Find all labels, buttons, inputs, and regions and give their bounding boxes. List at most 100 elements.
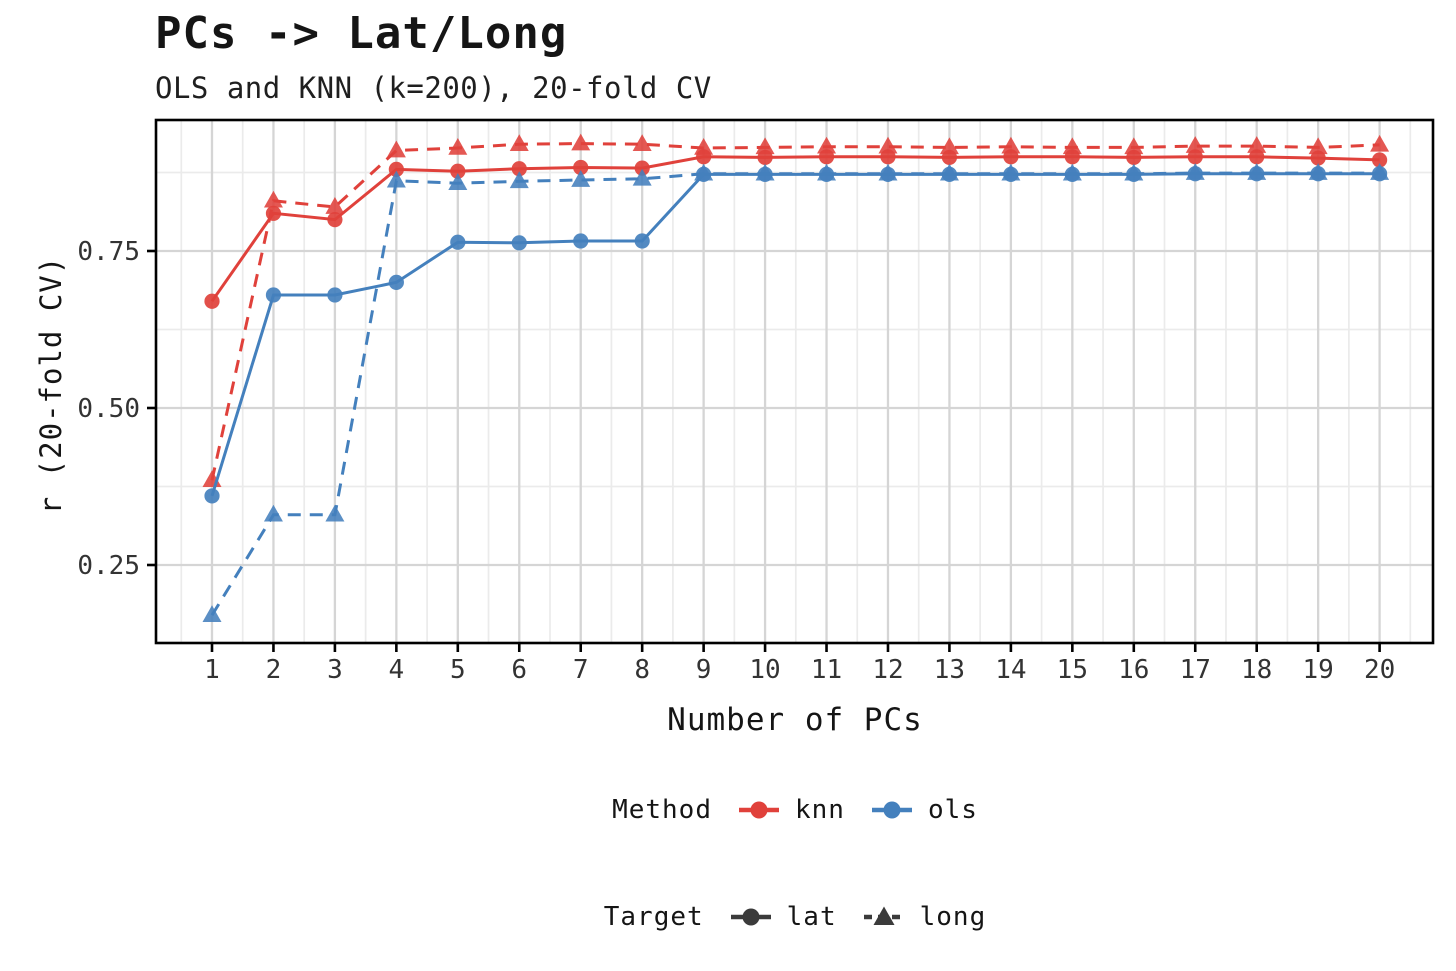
data-point-triangle [939, 137, 959, 155]
data-point-triangle [694, 163, 714, 181]
x-tick-label: 13 [934, 655, 965, 685]
triangle-key-icon [863, 906, 904, 925]
series-ols-long [202, 163, 1390, 623]
data-point-triangle [325, 197, 345, 214]
data-point-circle [634, 160, 650, 176]
data-point-circle [204, 488, 220, 504]
data-point-triangle [878, 136, 898, 154]
data-point-triangle [1308, 137, 1328, 155]
axis-ticks: 1 2 3 4 5 6 7 8 9 10 11 12 13 14 15 16 17 18 19 200.250.500… [77, 237, 1395, 685]
data-point-triangle [1001, 136, 1021, 154]
data-point-circle [388, 161, 404, 177]
legend-title-method: Method [612, 795, 712, 825]
data-point-triangle [632, 134, 652, 152]
legend-method: Method knn ols [157, 789, 1433, 831]
data-point-circle [265, 287, 282, 303]
data-point-circle [1372, 152, 1388, 168]
data-point-triangle [1062, 163, 1082, 181]
circle-key-icon [730, 908, 771, 926]
legend-label: lat [786, 902, 837, 932]
data-point-triangle [571, 133, 591, 151]
x-tick-label: 5 [450, 655, 466, 685]
chart-title: PCs -> Lat/Long [155, 8, 568, 59]
data-point-circle [388, 274, 404, 290]
data-point-circle [1187, 149, 1203, 165]
circle-key-icon [871, 801, 912, 819]
x-tick-label: 10 [749, 655, 780, 685]
data-point-triangle [571, 170, 591, 187]
x-tick-label: 19 [1302, 655, 1333, 685]
data-point-triangle [817, 136, 837, 154]
chart-subtitle: OLS and KNN (k=200), 20-fold CV [155, 71, 712, 105]
data-point-triangle [386, 170, 406, 188]
x-tick-label: 8 [634, 655, 650, 685]
data-point-triangle [448, 138, 468, 155]
data-point-circle [573, 159, 589, 176]
series-knn-long [202, 133, 1390, 488]
legend-entry-ols: ols [869, 794, 978, 826]
panel-border [154, 118, 1435, 645]
data-point-circle [511, 161, 527, 177]
x-tick-label: 3 [327, 655, 343, 685]
x-tick-label: 12 [872, 655, 903, 685]
data-point-circle [1249, 149, 1265, 165]
data-point-triangle [263, 190, 283, 208]
data-point-circle [327, 287, 343, 303]
x-tick-label: 14 [995, 655, 1026, 685]
data-point-triangle [632, 168, 652, 186]
data-point-triangle [939, 163, 959, 181]
legend-entry-knn: knn [736, 794, 845, 826]
x-tick-label: 18 [1241, 655, 1272, 685]
x-tick-label: 16 [1118, 655, 1149, 685]
data-point-circle [450, 234, 466, 250]
data-point-triangle [386, 140, 406, 158]
data-point-triangle [1124, 137, 1144, 155]
x-tick-label: 9 [696, 655, 712, 685]
data-point-triangle [817, 163, 837, 181]
x-tick-label: 20 [1364, 655, 1395, 685]
x-tick-label: 6 [511, 655, 527, 685]
data-point-circle [634, 233, 650, 249]
series-line [210, 171, 1380, 616]
data-point-triangle [694, 138, 714, 155]
data-point-circle [204, 293, 220, 309]
data-point-triangle [1247, 163, 1267, 180]
data-point-triangle [1062, 137, 1082, 155]
major-gridlines [156, 120, 1433, 643]
legend-label: knn [794, 795, 845, 825]
x-tick-label: 15 [1057, 655, 1088, 685]
data-point-triangle [1185, 163, 1205, 180]
data-point-triangle [1124, 163, 1144, 181]
legend-entry-lat: lat [728, 901, 837, 933]
data-point-circle [450, 163, 466, 179]
series-line [210, 142, 1380, 481]
data-point-triangle [1308, 163, 1328, 180]
x-tick-label: 11 [811, 655, 842, 685]
y-tick-label: 0.75 [77, 237, 140, 267]
plot-panel [156, 120, 1433, 643]
x-tick-label: 2 [266, 655, 282, 685]
data-point-triangle [1247, 136, 1267, 153]
data-point-circle [327, 212, 343, 228]
x-tick-label: 1 [204, 655, 220, 685]
data-point-triangle [325, 504, 345, 522]
data-point-circle [1310, 150, 1326, 166]
legend-label: ols [927, 795, 978, 825]
series-line [210, 155, 1380, 303]
data-point-triangle [1001, 163, 1021, 181]
circle-key-icon [738, 801, 779, 819]
legend-label: long [919, 902, 987, 932]
x-axis-title: Number of PCs [667, 702, 923, 738]
data-point-triangle [1185, 136, 1205, 153]
data-point-triangle [1370, 134, 1390, 152]
data-point-triangle [509, 134, 529, 152]
line-chart-plot: 1 2 3 4 5 6 7 8 9 10 11 12 13 14 15 16 17 18 19 200.250.500… [77, 118, 1435, 685]
x-tick-label: 4 [389, 655, 405, 685]
legend-target: Target lat long [157, 896, 1433, 938]
data-point-triangle [202, 605, 222, 623]
data-point-triangle [878, 163, 898, 181]
data-point-triangle [755, 163, 775, 181]
legend-entry-long: long [861, 901, 987, 933]
legend-title-target: Target [603, 902, 704, 932]
